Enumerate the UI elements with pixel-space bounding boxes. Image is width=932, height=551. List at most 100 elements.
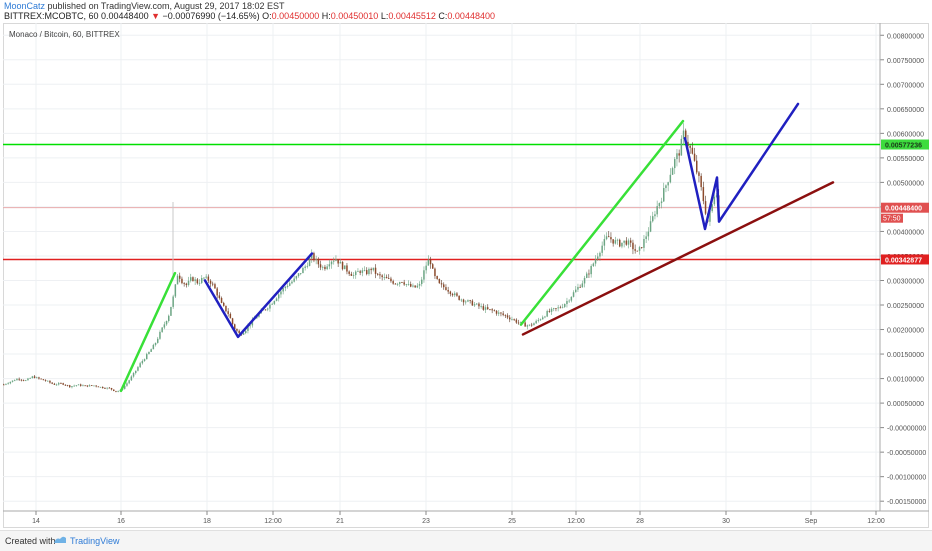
candle-body <box>5 383 7 385</box>
candle-body <box>84 385 86 387</box>
candle-body <box>25 380 27 382</box>
candle-body <box>636 250 639 252</box>
candle-body <box>372 267 375 271</box>
candle-body <box>381 275 383 278</box>
tradingview-logo-icon <box>53 534 67 546</box>
candle-body <box>674 159 676 169</box>
candle-body <box>357 271 359 273</box>
candle-body <box>680 138 683 156</box>
candle-body <box>295 276 298 279</box>
candle-body <box>128 380 130 384</box>
candle-body <box>685 130 687 142</box>
candle-body <box>49 380 51 383</box>
candle-body <box>520 321 522 323</box>
candle-body <box>238 330 240 334</box>
candle-body <box>225 305 227 312</box>
candle-body <box>150 349 152 352</box>
y-tick-label: 0.00650000 <box>887 107 924 114</box>
candle-body <box>214 284 216 289</box>
trend-drawing <box>119 271 177 393</box>
candle-body <box>537 319 540 321</box>
candle-body <box>612 239 614 244</box>
candle-body <box>515 319 518 323</box>
candle-body <box>663 188 665 202</box>
candle-body <box>566 301 568 305</box>
candle-body <box>427 259 430 266</box>
candle-body <box>577 286 579 290</box>
candle-body <box>425 265 427 271</box>
candle-body <box>64 384 67 386</box>
candle-body <box>390 278 392 282</box>
candle-body <box>58 383 60 385</box>
candle-body <box>62 383 64 385</box>
candle-body <box>641 247 643 248</box>
candle-body <box>403 282 405 285</box>
candle-body <box>126 383 128 386</box>
candle-body <box>517 322 520 324</box>
y-tick-label: -0.00050000 <box>887 450 926 457</box>
candle-body <box>168 315 170 322</box>
candle-body <box>396 283 399 285</box>
last-price-label-bg <box>881 202 929 213</box>
candle-body <box>284 286 287 289</box>
candle-body <box>696 160 698 173</box>
candle-body <box>31 376 34 378</box>
candle-body <box>487 307 489 310</box>
x-tick-label: 25 <box>508 518 516 525</box>
candle-body <box>383 276 386 278</box>
candle-body <box>313 253 315 261</box>
candle-body <box>678 153 680 156</box>
candle-body <box>293 278 295 282</box>
candle-body <box>113 389 115 391</box>
candle-body <box>198 282 201 284</box>
candle-body <box>482 306 485 310</box>
candle-body <box>328 264 331 267</box>
candle-body <box>194 279 196 282</box>
candle-body <box>656 206 658 215</box>
candle-body <box>462 299 465 303</box>
candle-body <box>473 304 476 306</box>
candle-body <box>249 325 251 327</box>
candle-body <box>634 249 636 251</box>
candle-body <box>564 304 566 307</box>
x-tick-label: 21 <box>336 518 344 525</box>
price-chart[interactable]: 0.00800000 0.00750000 0.00700000 0.00650000… <box>3 23 929 528</box>
candle-body <box>616 239 619 241</box>
candle-body <box>526 325 529 327</box>
candle-body <box>513 319 515 321</box>
trend-drawing <box>203 252 314 339</box>
y-tick-label: 0.00100000 <box>887 377 924 384</box>
candle-body <box>304 266 306 268</box>
candle-body <box>161 327 163 332</box>
y-tick-label: -0.00000000 <box>887 426 926 433</box>
candle-body <box>187 280 190 286</box>
candle-body <box>561 306 564 308</box>
candle-body <box>465 301 467 303</box>
candle-body <box>489 309 491 310</box>
y-tick-label: 0.00700000 <box>887 82 924 89</box>
y-tick-label: -0.00100000 <box>887 475 926 482</box>
candle-body <box>181 278 183 284</box>
candle-body <box>42 379 45 381</box>
candle-body <box>370 268 372 271</box>
candle-body <box>209 280 212 284</box>
candle-body <box>29 377 31 379</box>
candle-body <box>597 256 599 260</box>
chart-frame[interactable]: 0.00800000 0.00750000 0.00700000 0.00650000… <box>3 23 929 528</box>
candle-body <box>658 203 661 207</box>
candle-body <box>203 277 205 279</box>
candle-body <box>414 285 416 288</box>
candle-body <box>44 380 47 381</box>
candle-body <box>407 284 410 285</box>
candle-body <box>581 283 584 288</box>
tradingview-brand[interactable]: TradingView <box>70 536 120 546</box>
candle-body <box>326 266 328 270</box>
candle-body <box>449 291 452 294</box>
author-name[interactable]: MoonCatz <box>4 1 46 11</box>
red-line-price-label-bg <box>881 254 929 265</box>
x-tick-label: 12:00 <box>867 518 885 525</box>
green-line-price-label: 0.00577236 <box>885 143 922 150</box>
candle-body <box>546 311 548 317</box>
candle-body <box>495 310 498 314</box>
candle-body <box>152 344 155 350</box>
